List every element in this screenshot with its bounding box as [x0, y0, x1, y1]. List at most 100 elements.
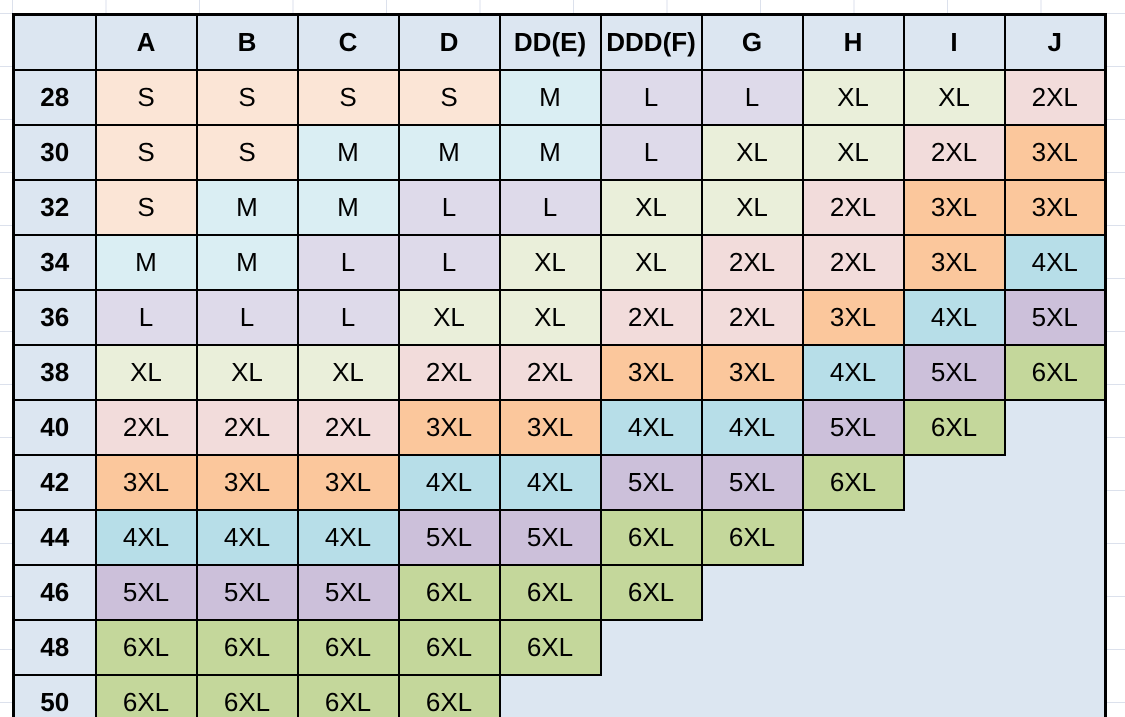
size-cell[interactable]: XL: [599, 234, 703, 291]
column-header-cell[interactable]: D: [397, 13, 501, 71]
size-cell[interactable]: 6XL: [296, 619, 400, 676]
size-cell[interactable]: L: [94, 289, 198, 346]
size-cell[interactable]: XL: [498, 234, 602, 291]
column-header-cell[interactable]: C: [296, 13, 400, 71]
size-cell[interactable]: L: [195, 289, 299, 346]
size-cell[interactable]: S: [94, 179, 198, 236]
row-header-cell[interactable]: 48: [12, 619, 97, 676]
size-cell[interactable]: 4XL: [700, 399, 804, 456]
size-cell[interactable]: 4XL: [1003, 234, 1107, 291]
empty-cell[interactable]: [903, 620, 1005, 675]
size-cell[interactable]: 5XL: [195, 564, 299, 621]
column-header-cell[interactable]: I: [902, 13, 1006, 71]
size-cell[interactable]: 5XL: [498, 509, 602, 566]
size-cell[interactable]: L: [397, 179, 501, 236]
size-cell[interactable]: M: [498, 124, 602, 181]
size-cell[interactable]: 2XL: [397, 344, 501, 401]
empty-cell[interactable]: [903, 565, 1005, 620]
size-cell[interactable]: 6XL: [397, 619, 501, 676]
size-cell[interactable]: 5XL: [397, 509, 501, 566]
size-cell[interactable]: 4XL: [902, 289, 1006, 346]
size-cell[interactable]: 2XL: [801, 234, 905, 291]
size-cell[interactable]: L: [296, 234, 400, 291]
size-cell[interactable]: 5XL: [700, 454, 804, 511]
empty-cell[interactable]: [903, 675, 1005, 717]
size-cell[interactable]: 4XL: [498, 454, 602, 511]
size-cell[interactable]: 6XL: [498, 564, 602, 621]
row-header-cell[interactable]: 50: [12, 674, 97, 717]
size-cell[interactable]: 3XL: [902, 234, 1006, 291]
size-cell[interactable]: M: [195, 179, 299, 236]
size-cell[interactable]: S: [397, 69, 501, 126]
size-cell[interactable]: 2XL: [700, 289, 804, 346]
row-header-cell[interactable]: 30: [12, 124, 97, 181]
row-header-cell[interactable]: 32: [12, 179, 97, 236]
size-cell[interactable]: 4XL: [397, 454, 501, 511]
size-cell[interactable]: M: [498, 69, 602, 126]
column-header-cell[interactable]: J: [1003, 13, 1107, 71]
size-cell[interactable]: S: [195, 69, 299, 126]
column-header-cell[interactable]: G: [700, 13, 804, 71]
size-cell[interactable]: 6XL: [700, 509, 804, 566]
empty-cell[interactable]: [499, 675, 601, 717]
empty-cell[interactable]: [1004, 620, 1106, 675]
size-cell[interactable]: 6XL: [397, 674, 501, 717]
size-cell[interactable]: 5XL: [296, 564, 400, 621]
size-cell[interactable]: 6XL: [599, 509, 703, 566]
row-header-cell[interactable]: 46: [12, 564, 97, 621]
size-cell[interactable]: M: [195, 234, 299, 291]
size-cell[interactable]: XL: [902, 69, 1006, 126]
size-cell[interactable]: L: [397, 234, 501, 291]
size-cell[interactable]: 6XL: [1003, 344, 1107, 401]
empty-cell[interactable]: [903, 455, 1005, 510]
size-cell[interactable]: XL: [195, 344, 299, 401]
size-cell[interactable]: 4XL: [599, 399, 703, 456]
size-cell[interactable]: XL: [801, 124, 905, 181]
size-cell[interactable]: XL: [700, 124, 804, 181]
size-cell[interactable]: 3XL: [1003, 124, 1107, 181]
size-cell[interactable]: 2XL: [700, 234, 804, 291]
empty-cell[interactable]: [600, 675, 702, 717]
size-cell[interactable]: 5XL: [801, 399, 905, 456]
size-cell[interactable]: 4XL: [195, 509, 299, 566]
size-cell[interactable]: 6XL: [902, 399, 1006, 456]
size-cell[interactable]: 3XL: [902, 179, 1006, 236]
size-cell[interactable]: 5XL: [599, 454, 703, 511]
size-cell[interactable]: 3XL: [801, 289, 905, 346]
size-cell[interactable]: 6XL: [94, 619, 198, 676]
size-cell[interactable]: XL: [94, 344, 198, 401]
size-cell[interactable]: 3XL: [195, 454, 299, 511]
size-cell[interactable]: 3XL: [94, 454, 198, 511]
size-cell[interactable]: S: [195, 124, 299, 181]
size-cell[interactable]: XL: [296, 344, 400, 401]
empty-cell[interactable]: [1004, 565, 1106, 620]
size-cell[interactable]: XL: [397, 289, 501, 346]
size-cell[interactable]: 5XL: [1003, 289, 1107, 346]
size-cell[interactable]: 2XL: [801, 179, 905, 236]
empty-cell[interactable]: [802, 510, 904, 565]
column-header-cell[interactable]: A: [94, 13, 198, 71]
column-header-cell[interactable]: DD(E): [498, 13, 602, 71]
row-header-cell[interactable]: 36: [12, 289, 97, 346]
size-cell[interactable]: 6XL: [397, 564, 501, 621]
size-cell[interactable]: 3XL: [397, 399, 501, 456]
row-header-cell[interactable]: 34: [12, 234, 97, 291]
empty-cell[interactable]: [903, 510, 1005, 565]
size-cell[interactable]: 2XL: [902, 124, 1006, 181]
size-cell[interactable]: 3XL: [296, 454, 400, 511]
size-cell[interactable]: M: [296, 124, 400, 181]
row-header-cell[interactable]: 38: [12, 344, 97, 401]
size-cell[interactable]: 4XL: [296, 509, 400, 566]
size-cell[interactable]: 6XL: [498, 619, 602, 676]
size-cell[interactable]: 2XL: [195, 399, 299, 456]
size-cell[interactable]: 4XL: [94, 509, 198, 566]
size-cell[interactable]: 6XL: [801, 454, 905, 511]
size-cell[interactable]: S: [296, 69, 400, 126]
column-header-cell[interactable]: DDD(F): [599, 13, 703, 71]
size-cell[interactable]: 6XL: [296, 674, 400, 717]
size-cell[interactable]: M: [397, 124, 501, 181]
size-cell[interactable]: 3XL: [1003, 179, 1107, 236]
size-cell[interactable]: 5XL: [902, 344, 1006, 401]
size-cell[interactable]: S: [94, 69, 198, 126]
size-cell[interactable]: 3XL: [700, 344, 804, 401]
